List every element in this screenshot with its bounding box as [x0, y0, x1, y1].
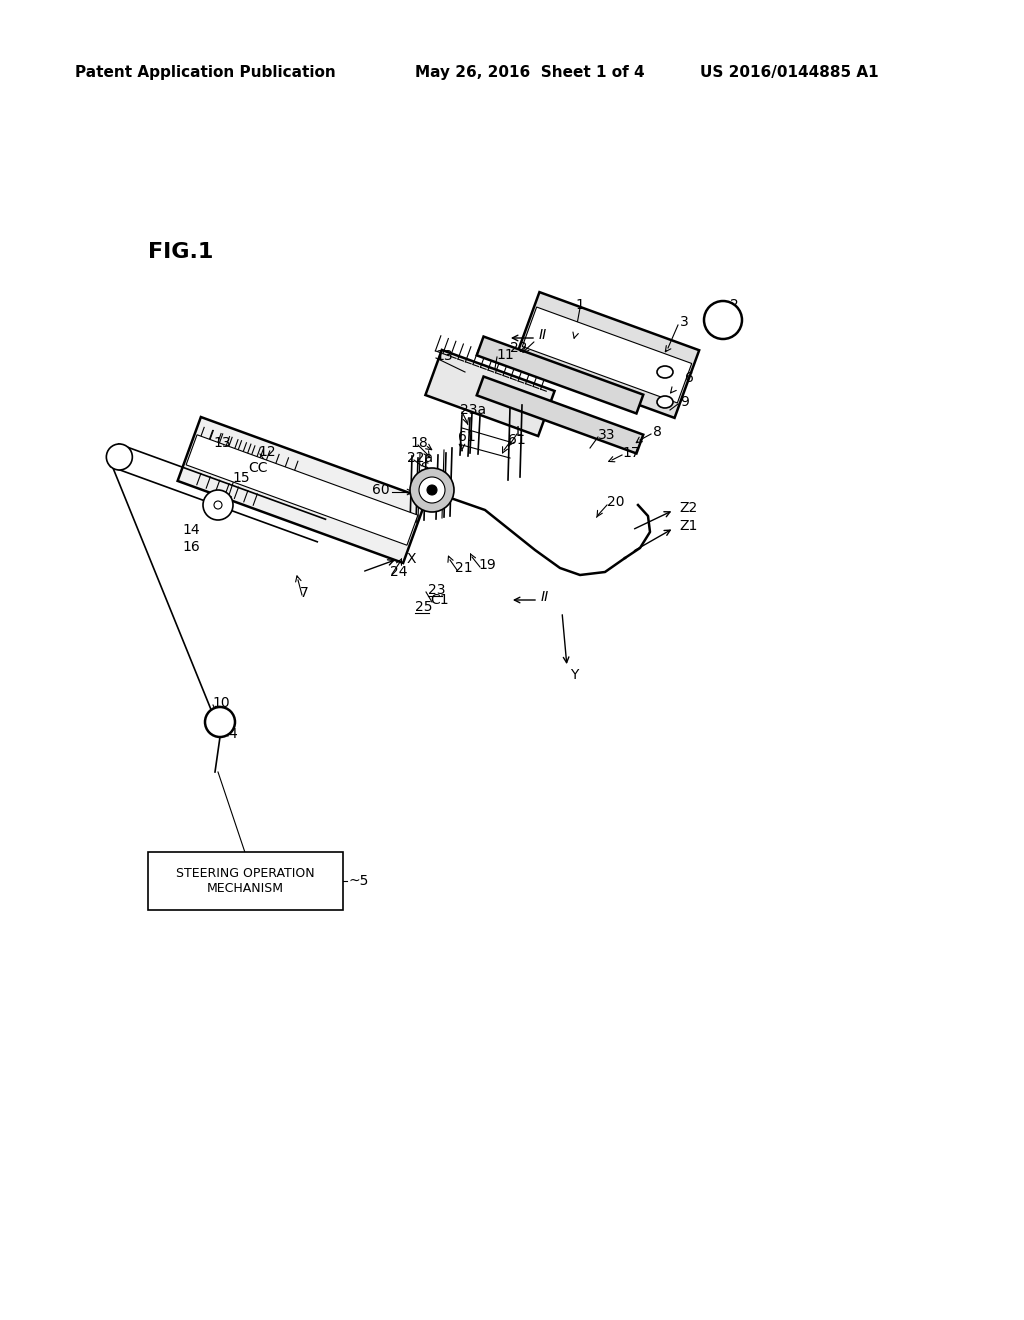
Text: 23: 23 [428, 583, 445, 597]
Text: 8: 8 [653, 425, 662, 440]
Text: C1: C1 [430, 593, 449, 607]
Text: 7: 7 [300, 586, 309, 601]
Ellipse shape [106, 444, 132, 470]
Text: 20: 20 [607, 495, 625, 510]
Text: US 2016/0144885 A1: US 2016/0144885 A1 [700, 65, 879, 79]
Polygon shape [477, 376, 643, 454]
Bar [148, 851, 343, 909]
Text: 11: 11 [496, 348, 514, 362]
Text: 21: 21 [455, 561, 473, 576]
Polygon shape [186, 434, 418, 545]
Text: STEERING OPERATION
MECHANISM: STEERING OPERATION MECHANISM [176, 867, 314, 895]
Ellipse shape [705, 301, 742, 339]
Polygon shape [425, 350, 555, 436]
Ellipse shape [427, 484, 437, 495]
Text: L: L [516, 425, 523, 440]
Ellipse shape [657, 396, 673, 408]
Polygon shape [515, 292, 699, 418]
Text: Patent Application Publication: Patent Application Publication [75, 65, 336, 79]
Text: CC: CC [248, 461, 267, 475]
Text: 14: 14 [182, 523, 200, 537]
Text: Z2: Z2 [679, 502, 697, 515]
Text: 1: 1 [575, 298, 585, 312]
Text: 3: 3 [680, 315, 689, 329]
Text: 61: 61 [508, 433, 525, 447]
Ellipse shape [205, 708, 234, 737]
Text: 61: 61 [458, 430, 476, 444]
Polygon shape [177, 417, 426, 564]
Ellipse shape [419, 477, 445, 503]
Ellipse shape [410, 469, 454, 512]
Text: 18: 18 [410, 436, 428, 450]
Text: S: S [420, 461, 429, 475]
Text: 33: 33 [598, 428, 615, 442]
Polygon shape [477, 337, 643, 413]
Text: Y: Y [570, 668, 579, 682]
Text: 6: 6 [685, 371, 694, 385]
Text: 15: 15 [232, 471, 250, 484]
Polygon shape [522, 308, 691, 403]
Text: FIG.1: FIG.1 [148, 242, 213, 261]
Text: 10: 10 [212, 696, 229, 710]
Text: 17: 17 [622, 446, 640, 459]
Text: 25: 25 [415, 601, 432, 614]
Text: 12: 12 [258, 445, 275, 459]
Text: May 26, 2016  Sheet 1 of 4: May 26, 2016 Sheet 1 of 4 [415, 65, 645, 79]
Text: 2: 2 [730, 298, 738, 312]
Text: 60: 60 [373, 483, 390, 498]
Text: 16: 16 [182, 540, 200, 554]
Text: 23a: 23a [460, 403, 486, 417]
Text: 19: 19 [478, 558, 496, 572]
Text: 22a: 22a [407, 451, 433, 465]
Text: 13: 13 [213, 436, 230, 450]
Text: ~5: ~5 [348, 874, 369, 888]
Text: 4: 4 [228, 727, 237, 741]
Text: II: II [541, 590, 549, 605]
Ellipse shape [203, 490, 233, 520]
Text: X: X [407, 552, 416, 566]
Ellipse shape [214, 502, 222, 510]
Text: 24: 24 [390, 565, 408, 579]
Text: II: II [539, 327, 547, 342]
Text: 9: 9 [680, 395, 689, 409]
Ellipse shape [657, 366, 673, 378]
Text: 13: 13 [435, 348, 453, 363]
Text: 22: 22 [510, 341, 527, 355]
Text: Z1: Z1 [679, 519, 697, 533]
